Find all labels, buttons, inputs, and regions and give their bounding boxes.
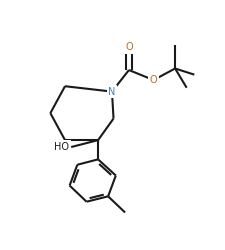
- Text: O: O: [125, 42, 132, 52]
- Text: HO: HO: [54, 142, 69, 152]
- Text: O: O: [149, 75, 157, 85]
- Text: N: N: [108, 86, 115, 97]
